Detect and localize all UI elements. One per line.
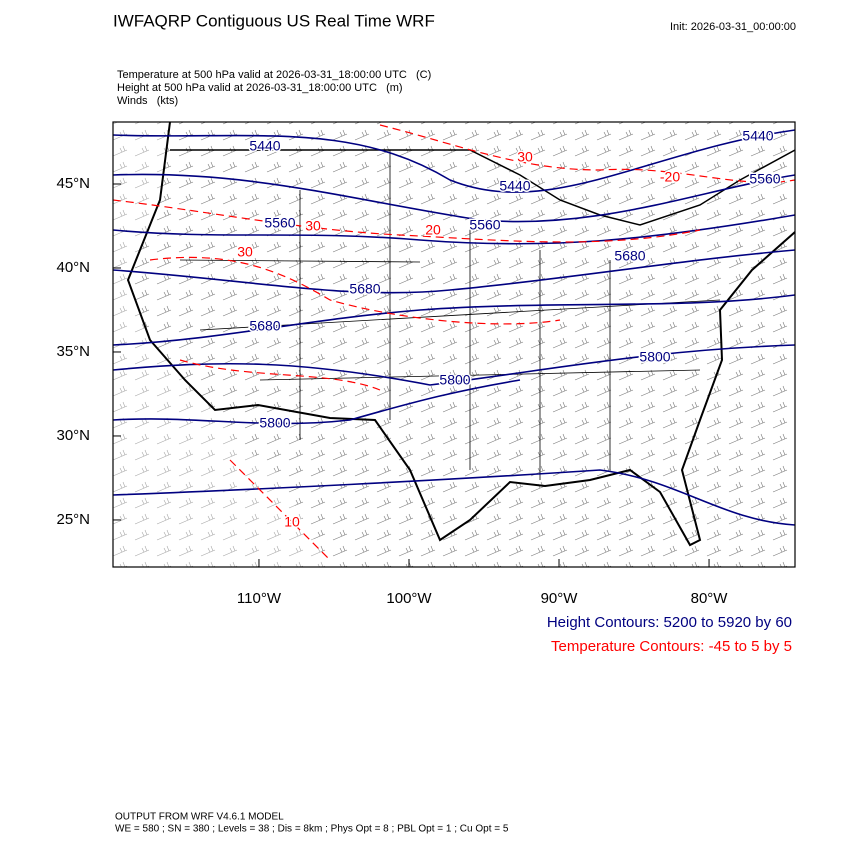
height-contour-label: 5560: [264, 215, 295, 231]
height-contour-label: 5560: [749, 171, 780, 187]
temperature-contour-label: 30: [305, 218, 321, 234]
height-contour-label: 5680: [614, 248, 645, 264]
coastline: [126, 122, 795, 547]
field-line: Temperature at 500 hPa valid at 2026-03-…: [117, 69, 431, 81]
y-tick-label: 25°N: [56, 511, 90, 528]
footer-line: WE = 580 ; SN = 380 ; Levels = 38 ; Dis …: [115, 824, 509, 835]
init-time: Init: 2026-03-31_00:00:00: [670, 21, 796, 33]
height-contour-label: 5680: [249, 318, 280, 334]
temperature-contours: [113, 124, 795, 561]
y-tick-label: 45°N: [56, 175, 90, 192]
y-tick-label: 30°N: [56, 427, 90, 444]
height-contours: [113, 129, 795, 526]
height-contour-label: 5440: [742, 128, 773, 144]
x-tick-label: 100°W: [386, 590, 432, 607]
temperature-contour-label: 20: [425, 222, 441, 238]
state-borders: [179, 150, 721, 480]
x-tick-label: 80°W: [691, 590, 729, 607]
temperature-contour-label: 30: [237, 244, 253, 260]
temperature-contour-label: 10: [284, 514, 300, 530]
footer-line: OUTPUT FROM WRF V4.6.1 MODEL: [115, 812, 284, 823]
temperature-contour-label: -20: [660, 169, 680, 185]
height-contour-label: 5560: [469, 217, 500, 233]
temperature-contour-label: 30: [517, 149, 533, 165]
height-contour-label: 5440: [499, 178, 530, 194]
height-contour-label: 5800: [259, 415, 290, 431]
legend-temperature: Temperature Contours: -45 to 5 by 5: [551, 638, 792, 655]
height-contour-label: 5800: [439, 372, 470, 388]
map-labels: 110°W 100°W 90°W 80°W 45°N 40°N 35°N 30°N 25°N 54…: [56, 126, 782, 607]
height-contour-label: 5440: [249, 138, 280, 154]
height-contour-label: 5800: [639, 349, 670, 365]
x-tick-label: 110°W: [237, 590, 282, 607]
height-contour-label: 5680: [349, 281, 380, 297]
legend-height: Height Contours: 5200 to 5920 by 60: [547, 614, 792, 631]
field-line: Height at 500 hPa valid at 2026-03-31_18…: [117, 82, 403, 94]
y-tick-label: 40°N: [56, 259, 90, 276]
field-line: Winds (kts): [117, 95, 178, 107]
y-tick-label: 35°N: [56, 343, 90, 360]
x-tick-label: 90°W: [541, 590, 579, 607]
map-frame: [112, 121, 796, 568]
map-area: [113, 122, 795, 567]
title: IWFAQRP Contiguous US Real Time WRF: [113, 11, 435, 30]
ocean-west: [113, 122, 330, 567]
